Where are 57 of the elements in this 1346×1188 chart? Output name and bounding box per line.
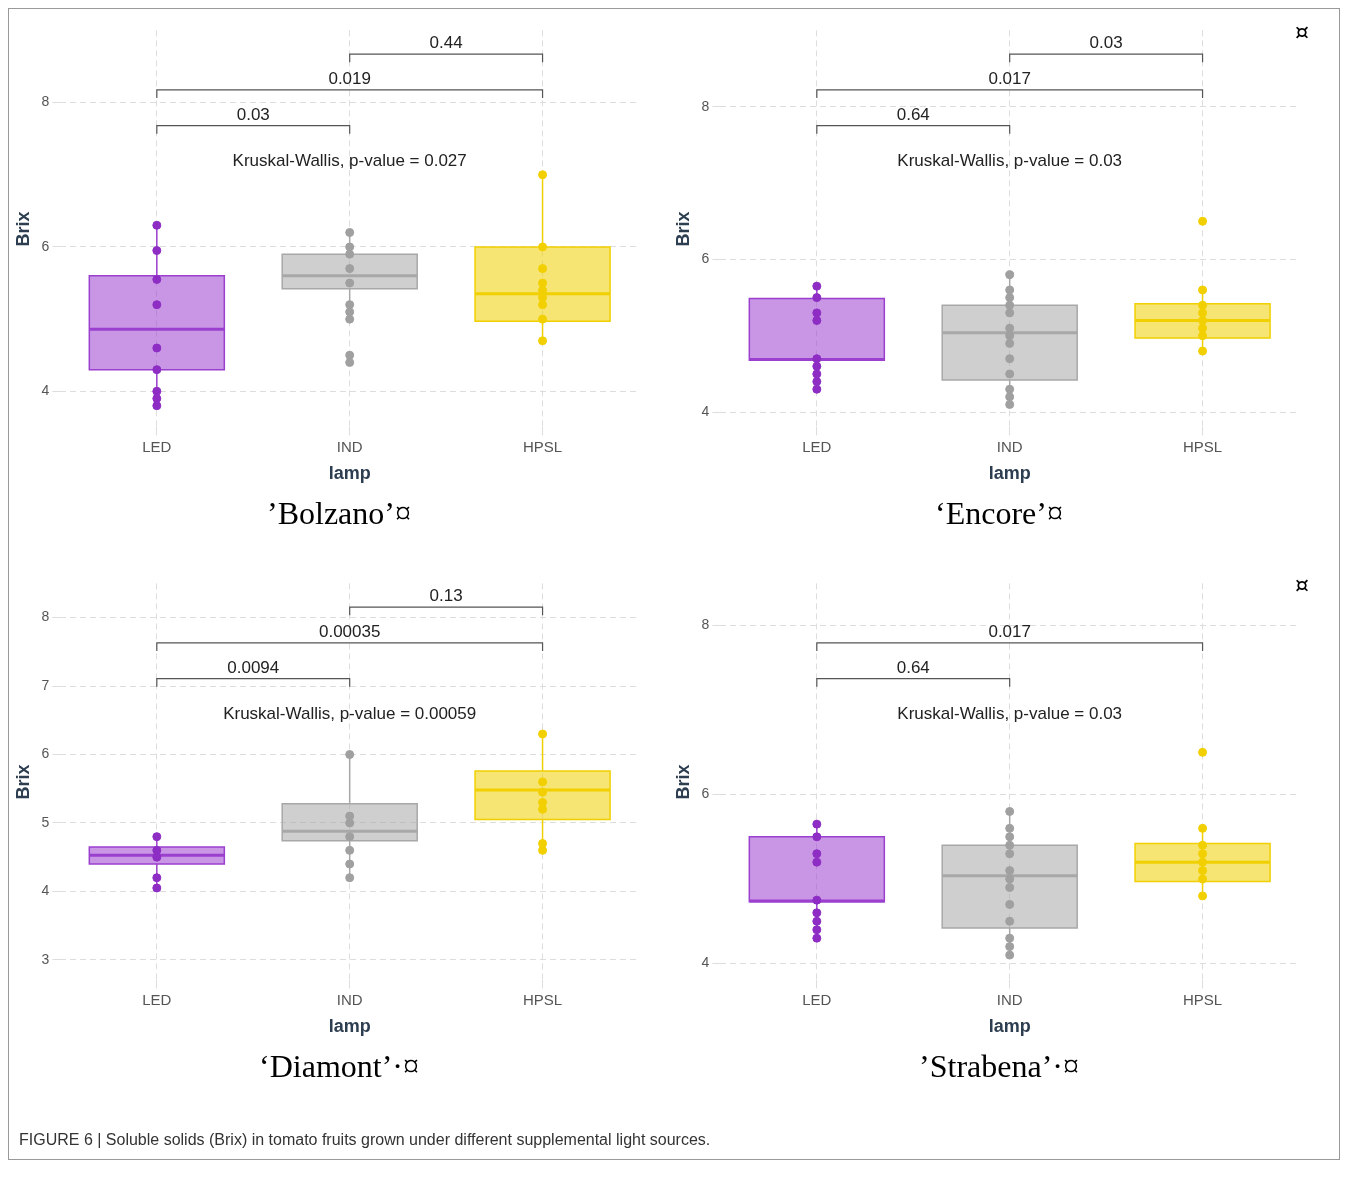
annotation: 0.64 <box>896 657 930 677</box>
annotation: 0.019 <box>328 69 371 89</box>
y-axis-title: Brix <box>12 764 33 800</box>
x-axis-title: lamp <box>988 463 1031 484</box>
x-tick-label: HPSL <box>1182 990 1223 1008</box>
annotation: 0.64 <box>896 104 930 124</box>
annotation: Kruskal-Wallis, p-value = 0.027 <box>232 151 467 171</box>
y-axis-title: Brix <box>12 211 33 247</box>
annotation: 0.017 <box>988 69 1031 89</box>
y-tick-label: 8 <box>701 97 710 114</box>
x-tick-label: IND <box>996 990 1023 1008</box>
annotation: 0.017 <box>988 622 1031 642</box>
x-tick-label: LED <box>802 437 832 455</box>
x-tick-label: HPSL <box>1182 437 1223 455</box>
x-tick-label: IND <box>336 990 363 1008</box>
annotation: Kruskal-Wallis, p-value = 0.03 <box>897 151 1123 171</box>
caption: FIGURE 6 | Soluble solids (Brix) in tomato fruits grown under different supplemental light sources. <box>18 1130 712 1150</box>
annotation: Kruskal-Wallis, p-value = 0.03 <box>897 704 1123 724</box>
y-tick-label: 4 <box>701 954 710 971</box>
y-tick-label: 4 <box>701 402 710 419</box>
text: ’Bolzano’¤ <box>266 495 412 532</box>
chart-subtitle: ¤ <box>1295 572 1309 597</box>
x-axis-title: lamp <box>328 463 371 484</box>
y-tick-label: 6 <box>41 745 50 762</box>
x-tick-label: HPSL <box>522 437 563 455</box>
y-tick-label: 8 <box>41 608 50 625</box>
x-tick-label: HPSL <box>522 990 563 1008</box>
annotation: 0.0094 <box>227 657 280 677</box>
annotation: 0.44 <box>429 33 463 53</box>
annotation: 0.03 <box>1089 33 1123 53</box>
y-tick-label: 6 <box>701 785 710 802</box>
x-axis-title: lamp <box>328 1016 371 1037</box>
text: ’Strabena’·¤ <box>918 1048 1080 1085</box>
annotation: 0.03 <box>236 104 270 124</box>
x-tick-label: LED <box>802 990 832 1008</box>
annotation: 0.13 <box>429 586 463 606</box>
y-tick-label: 3 <box>41 950 50 967</box>
y-axis-title: Brix <box>672 764 693 800</box>
y-tick-label: 8 <box>701 616 710 633</box>
y-tick-label: 4 <box>41 882 50 899</box>
y-axis-title: Brix <box>672 211 693 247</box>
y-tick-label: 5 <box>41 813 50 830</box>
x-tick-label: LED <box>142 437 172 455</box>
annotation: 0.00035 <box>318 622 381 642</box>
text: ‘Encore’¤ <box>934 495 1064 532</box>
y-tick-label: 4 <box>41 382 50 399</box>
x-tick-label: IND <box>336 437 363 455</box>
y-tick-label: 6 <box>41 237 50 254</box>
annotation: Kruskal-Wallis, p-value = 0.00059 <box>223 704 477 724</box>
text: ‘Diamont’·¤ <box>258 1048 420 1085</box>
y-tick-label: 6 <box>701 250 710 267</box>
x-tick-label: LED <box>142 990 172 1008</box>
y-tick-label: 7 <box>41 676 50 693</box>
y-tick-label: 8 <box>41 93 50 110</box>
x-tick-label: IND <box>996 437 1023 455</box>
chart-subtitle: ¤ <box>1295 19 1309 44</box>
x-axis-title: lamp <box>988 1016 1031 1037</box>
